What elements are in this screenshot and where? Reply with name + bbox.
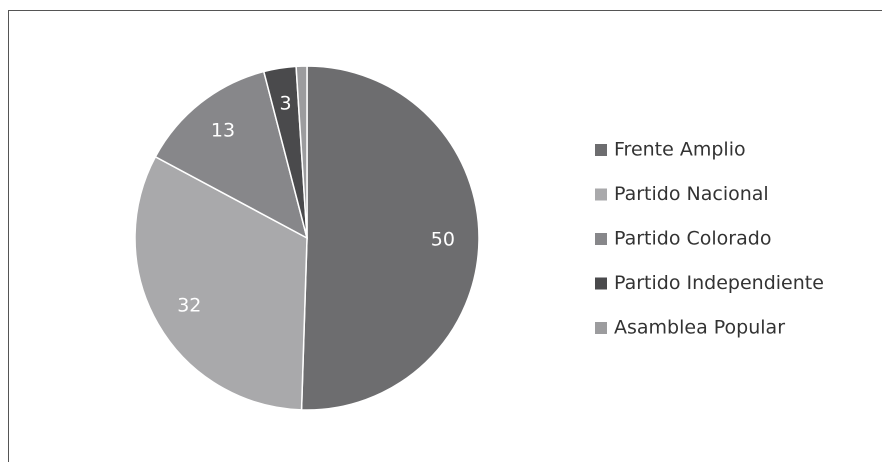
legend-swatch bbox=[595, 144, 607, 156]
legend-label: Asamblea Popular bbox=[614, 317, 785, 339]
data-label: 13 bbox=[211, 120, 235, 142]
data-label: 50 bbox=[431, 229, 455, 251]
legend-label: Frente Amplio bbox=[614, 139, 746, 161]
legend-label: Partido Nacional bbox=[614, 183, 769, 205]
legend-label: Partido Colorado bbox=[614, 228, 771, 250]
legend-swatch bbox=[595, 233, 607, 245]
legend-swatch bbox=[595, 277, 607, 290]
pie-slice bbox=[134, 155, 308, 411]
pie-slice bbox=[300, 65, 480, 411]
legend-label: Partido Independiente bbox=[614, 272, 824, 294]
legend-swatch bbox=[595, 322, 607, 334]
pie-slice bbox=[154, 70, 309, 240]
pie-slice bbox=[295, 65, 308, 239]
legend-swatch bbox=[595, 188, 607, 201]
data-label: 3 bbox=[279, 92, 291, 114]
data-label: 32 bbox=[177, 294, 201, 316]
